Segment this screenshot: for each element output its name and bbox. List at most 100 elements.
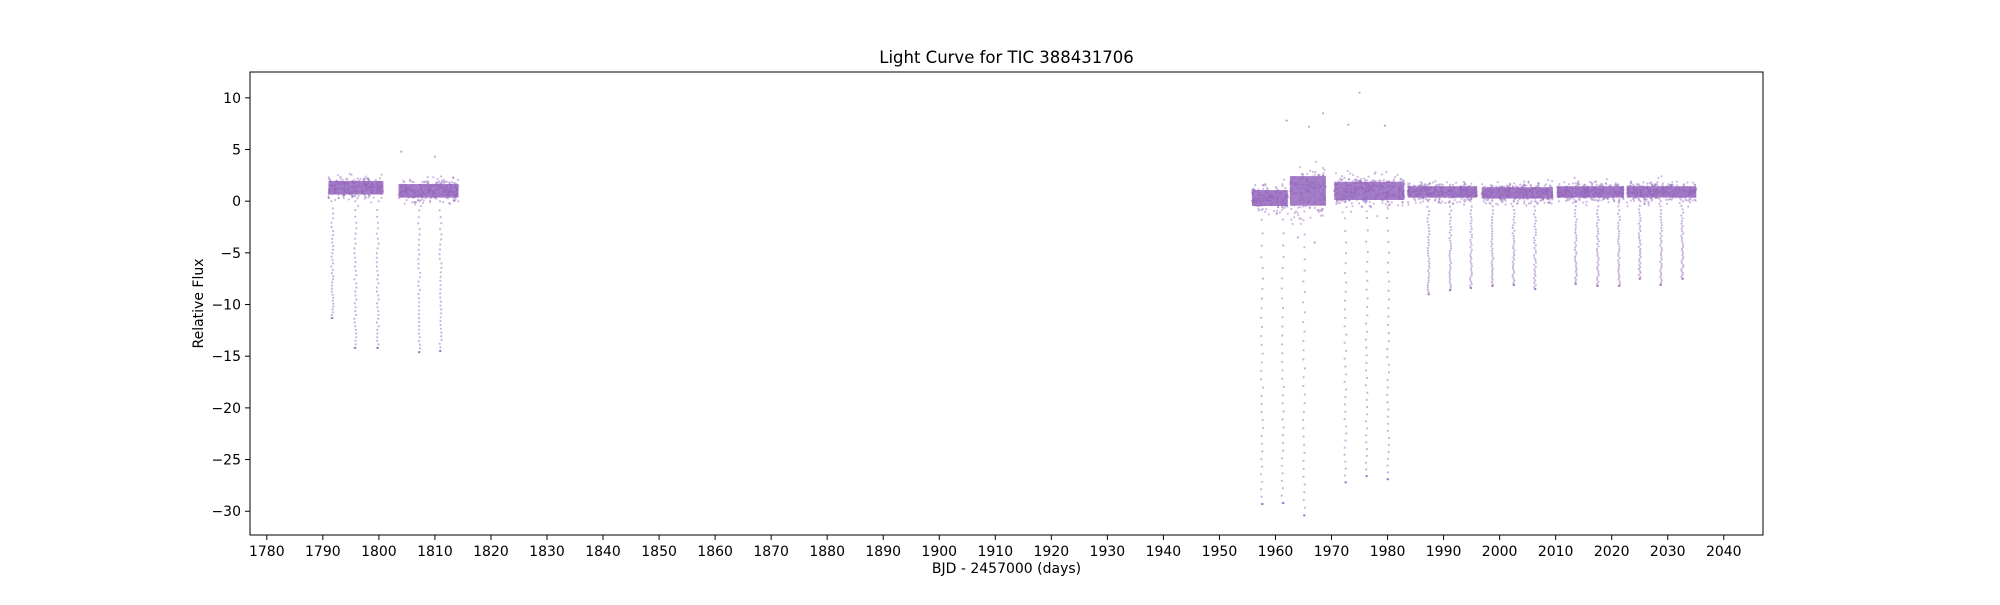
- flux-point: [364, 196, 368, 199]
- flux-point: [1632, 186, 1635, 189]
- flux-point: [1431, 195, 1434, 198]
- flux-point: [414, 201, 418, 204]
- flux-point: [1653, 185, 1656, 188]
- transit-point: [1512, 262, 1515, 265]
- transit-point: [1469, 253, 1472, 256]
- flux-point: [1583, 191, 1586, 194]
- flux-point: [1381, 185, 1384, 188]
- flux-point: [448, 187, 451, 190]
- flux-point: [1664, 195, 1668, 198]
- flux-point: [1601, 190, 1604, 193]
- flux-point: [1469, 192, 1472, 195]
- flux-point: [1537, 189, 1540, 192]
- flux-point: [1530, 191, 1534, 194]
- flux-point: [1583, 189, 1587, 192]
- flux-point: [1438, 199, 1441, 202]
- transit-point: [1260, 378, 1263, 381]
- flux-point: [1680, 196, 1683, 199]
- flux-point: [1252, 201, 1255, 204]
- transit-point: [1426, 288, 1429, 291]
- flux-point: [1294, 182, 1297, 185]
- flux-point: [1420, 182, 1423, 185]
- flux-point: [1518, 195, 1521, 198]
- flux-point: [1276, 209, 1279, 212]
- flux-point: [1313, 180, 1316, 183]
- flux-point: [1633, 186, 1636, 189]
- flux-point: [1343, 188, 1346, 191]
- transit-point: [332, 296, 335, 299]
- flux-point: [1682, 186, 1685, 190]
- flux-point: [1419, 195, 1422, 198]
- flux-point: [1620, 187, 1624, 190]
- flux-point: [357, 194, 360, 198]
- transit-point: [1618, 247, 1621, 250]
- flux-point: [1650, 196, 1653, 199]
- flux-point: [1350, 190, 1353, 193]
- flux-point: [448, 194, 451, 197]
- flux-point: [1386, 207, 1389, 210]
- flux-point: [1314, 177, 1317, 180]
- flux-point: [1342, 191, 1345, 194]
- flux-point: [1269, 196, 1272, 199]
- flux-point: [1365, 190, 1368, 193]
- flux-point: [1534, 188, 1537, 191]
- flux-point: [1302, 205, 1305, 208]
- transit-point: [1427, 244, 1430, 247]
- flux-point: [1323, 202, 1326, 206]
- flux-point: [1520, 188, 1523, 191]
- flux-point: [405, 189, 408, 192]
- flux-point: [1251, 199, 1254, 202]
- flux-point: [1583, 183, 1586, 186]
- flux-point: [1449, 183, 1452, 186]
- flux-point: [1321, 192, 1324, 195]
- flux-point: [1314, 193, 1317, 196]
- transit-point: [1659, 232, 1662, 235]
- flux-point: [420, 188, 423, 191]
- flux-point: [1425, 187, 1428, 190]
- flux-point: [1262, 195, 1265, 198]
- flux-point: [1583, 190, 1586, 193]
- transit-point: [332, 217, 335, 220]
- flux-point: [343, 185, 346, 188]
- flux-point: [1437, 192, 1440, 195]
- transit-point: [417, 262, 420, 265]
- flux-point: [1419, 197, 1422, 200]
- flux-point: [1634, 190, 1637, 193]
- transit-point: [1491, 212, 1495, 215]
- flux-point: [1398, 195, 1401, 198]
- flux-point: [1375, 197, 1378, 200]
- flux-point: [1264, 197, 1268, 200]
- flux-point: [376, 186, 379, 189]
- flux-point: [453, 186, 456, 189]
- flux-point: [1618, 198, 1621, 201]
- flux-point: [1408, 184, 1411, 187]
- flux-point: [349, 185, 352, 189]
- x-tick-label: 1810: [417, 544, 453, 560]
- flux-point: [1286, 196, 1289, 199]
- flux-point: [1526, 196, 1529, 199]
- flux-point: [1338, 190, 1341, 193]
- transit-point: [1365, 369, 1368, 372]
- flux-point: [1572, 182, 1575, 185]
- flux-point: [1661, 185, 1664, 188]
- flux-point: [1361, 205, 1364, 209]
- flux-point: [1293, 183, 1296, 186]
- flux-point: [1532, 195, 1535, 199]
- flux-point: [1530, 200, 1533, 203]
- flux-point: [1608, 191, 1611, 194]
- flux-point: [1646, 187, 1649, 190]
- transit-point: [417, 238, 420, 241]
- flux-point: [1628, 195, 1631, 198]
- flux-point: [457, 185, 460, 188]
- flux-point: [370, 182, 373, 185]
- flux-point: [1275, 213, 1278, 216]
- flux-point: [1455, 181, 1458, 184]
- transit-point: [1344, 229, 1347, 233]
- flux-point: [1641, 190, 1645, 193]
- flux-point: [1308, 187, 1311, 190]
- transit-point: [1512, 209, 1516, 212]
- flux-point: [456, 193, 459, 196]
- flux-point: [1251, 199, 1255, 202]
- flux-point: [441, 200, 445, 204]
- transit-point: [1659, 237, 1662, 240]
